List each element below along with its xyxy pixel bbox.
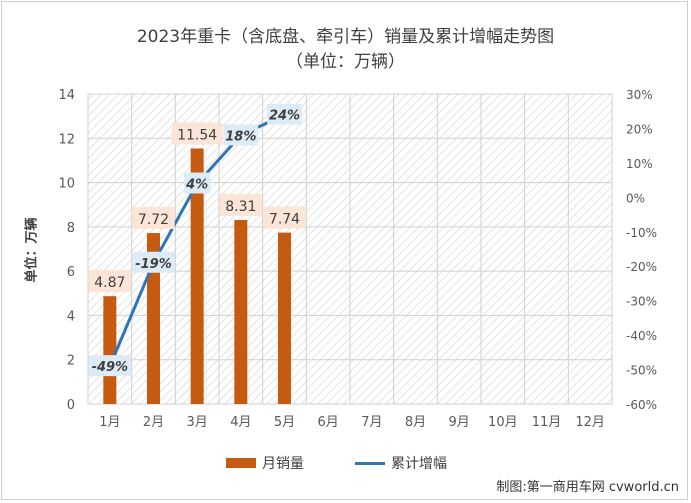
legend-item-bars: 月销量: [226, 453, 304, 473]
y-left-tick-label: 8: [67, 221, 75, 236]
line-data-label: -49%: [92, 360, 129, 375]
line-data-label: 4%: [185, 178, 208, 193]
bar-label-bg: [132, 207, 175, 230]
line-data-label: 18%: [225, 129, 256, 144]
bar-label-bg: [263, 206, 306, 229]
y-left-tick-label: 14: [58, 88, 75, 103]
legend-line-swatch: [355, 461, 385, 465]
bar-label-bg: [171, 122, 223, 145]
y-right-tick-label: -60%: [626, 398, 657, 412]
bar: [278, 232, 291, 404]
y-left-tick-label: 10: [58, 177, 75, 192]
y-left-tick-label: 12: [58, 132, 75, 147]
bar: [147, 233, 160, 404]
bar: [234, 219, 248, 404]
line-data-label: 24%: [269, 109, 300, 124]
chart-title: 2023年重卡（含底盘、牵引车）销量及累计增幅走势图: [136, 27, 555, 47]
x-tick-label: 8月: [405, 415, 426, 430]
bar-label-bg: [88, 270, 132, 293]
y-right-tick-label: -50%: [626, 364, 657, 378]
y-right-tick-label: -20%: [626, 260, 657, 274]
legend-label-bars: 月销量: [262, 456, 304, 472]
bar-data-label: 8.31: [225, 199, 256, 215]
bar-data-label: 7.74: [269, 212, 300, 228]
y-right-tick-label: 0%: [626, 191, 645, 205]
bar-data-label: 4.87: [94, 275, 125, 291]
x-tick-label: 2月: [143, 415, 164, 430]
x-tick-label: 11月: [532, 415, 562, 430]
bar-data-label: 7.72: [138, 212, 169, 228]
chart-subtitle: （单位：万辆）: [286, 52, 405, 72]
bar: [103, 296, 117, 404]
x-tick-label: 4月: [230, 415, 251, 430]
legend-label-line: 累计增幅: [391, 456, 447, 472]
x-tick-label: 5月: [274, 415, 295, 430]
y-right-tick-label: 10%: [626, 157, 653, 171]
line-data-label: -19%: [135, 257, 172, 272]
y-right-tick-label: -40%: [626, 329, 657, 343]
x-tick-label: 9月: [449, 415, 470, 430]
bar: [190, 148, 204, 404]
line-label-bg: [183, 172, 211, 194]
y-left-tick-label: 2: [67, 354, 75, 369]
legend-bar-swatch: [226, 458, 256, 468]
x-tick-label: 10月: [488, 415, 518, 430]
bar-data-label: 11.54: [177, 127, 217, 143]
y-right-tick-label: -30%: [626, 295, 657, 309]
x-tick-label: 1月: [99, 415, 120, 430]
x-tick-label: 12月: [575, 415, 605, 430]
line-label-bg: [267, 103, 302, 125]
y-left-tick-label: 4: [67, 309, 75, 324]
y-left-tick-label: 0: [67, 398, 75, 413]
y-right-tick-label: -10%: [626, 226, 657, 240]
x-tick-label: 7月: [361, 415, 382, 430]
y-right-tick-label: 20%: [626, 122, 653, 136]
line-label-bg: [223, 124, 259, 146]
bar-label-bg: [219, 193, 263, 216]
line-label-bg: [132, 251, 175, 273]
x-tick-label: 6月: [318, 415, 339, 430]
source-credit: 制图:第一商用车网 cvworld.cn: [496, 480, 679, 495]
y-left-tick-label: 6: [67, 265, 75, 280]
line-label-bg: [88, 355, 132, 377]
x-tick-label: 3月: [187, 415, 208, 430]
y-right-tick-label: 30%: [626, 88, 653, 102]
legend-item-line: 累计增幅: [355, 453, 447, 473]
